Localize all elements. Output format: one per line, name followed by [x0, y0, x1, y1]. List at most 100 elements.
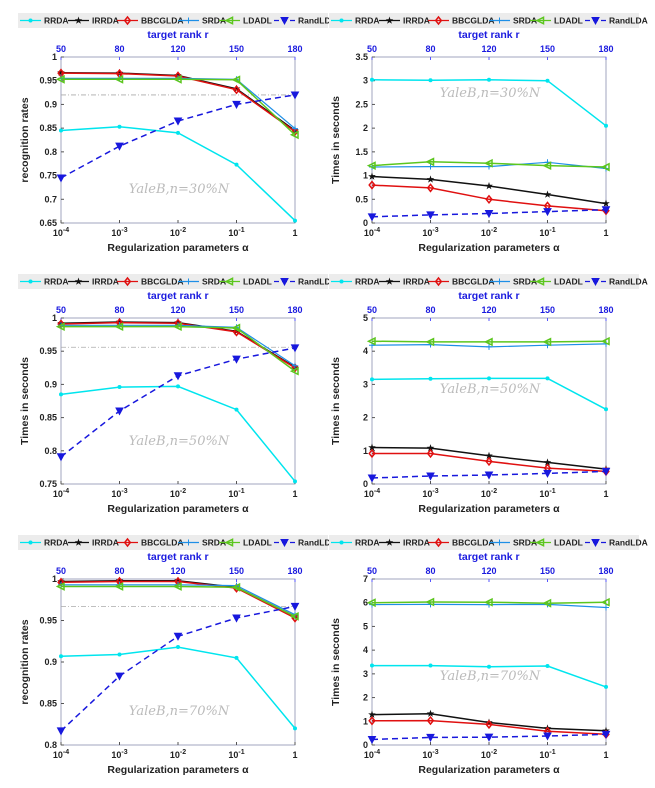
y-tick-label: 3: [363, 379, 368, 389]
bbcglda-marker: [368, 448, 376, 459]
x-tick-label: 10-1: [228, 227, 244, 238]
legend: RRDA IRRDA BBCGLDA SRDA LDADL RandLDA: [18, 535, 337, 550]
series-rrda: [59, 384, 297, 484]
top-tick-label: 50: [367, 305, 377, 315]
y-tick-label: 0.85: [39, 123, 57, 133]
irrda-marker: [385, 277, 394, 285]
srda-marker: [603, 604, 609, 611]
legend-item-rrda: RRDA: [20, 538, 69, 548]
randlda-marker: [232, 100, 241, 109]
top-tick-label: 80: [425, 44, 435, 54]
y-axis-label: Times in seconds: [330, 357, 342, 445]
bbcglda-marker: [485, 719, 493, 730]
x-axis-label: Regularization parameters α: [418, 764, 560, 776]
subplot-6: RRDA IRRDA BBCGLDA SRDA LDADL RandLDA target r…: [329, 535, 648, 776]
series-line: [371, 733, 607, 741]
top-tick-label: 120: [170, 44, 185, 54]
series-ldadl: [366, 597, 610, 608]
irrda-marker: [485, 718, 493, 726]
series-randlda: [367, 206, 611, 222]
ldadl-marker: [289, 366, 299, 376]
legend-label: RRDA: [355, 538, 380, 548]
y-tick-label: 7: [363, 574, 368, 584]
y-tick-label: 2: [363, 123, 368, 133]
y-tick-label: 2: [363, 413, 368, 423]
rrda-marker: [487, 77, 491, 82]
randlda-marker: [426, 472, 435, 481]
randlda-marker: [484, 210, 494, 219]
series-line: [61, 325, 296, 372]
legend-label: SRDA: [202, 277, 226, 287]
rrda-marker: [293, 726, 297, 731]
ldadl-marker: [172, 322, 182, 332]
legend-label: BBCGLDA: [452, 16, 495, 26]
bbcglda-marker: [485, 456, 493, 467]
top-tick-label: 50: [56, 566, 66, 576]
ldadl-marker: [425, 597, 435, 607]
randlda-marker: [280, 539, 289, 548]
series-randlda: [56, 602, 300, 736]
rrda-marker: [117, 385, 122, 390]
top-tick-label: 80: [114, 305, 124, 315]
rrda-marker: [545, 78, 550, 83]
series-line: [60, 94, 296, 179]
ldadl-marker: [172, 582, 182, 591]
legend-label: BBCGLDA: [452, 277, 495, 287]
top-tick-label: 120: [481, 566, 496, 576]
legend-label: RandLDA: [298, 538, 337, 548]
dataset-watermark: YaleB,n=50%N: [440, 382, 541, 397]
series-line: [371, 161, 607, 168]
rrda-marker: [59, 654, 63, 659]
ldadl-marker: [114, 74, 124, 84]
y-tick-label: 0.95: [39, 346, 57, 356]
legend-label: LDADL: [554, 16, 583, 26]
x-tick-label: 10-1: [539, 227, 555, 238]
x-tick-label: 10-1: [539, 749, 555, 760]
series-ldadl: [366, 157, 610, 172]
randlda-marker: [591, 17, 600, 26]
legend-item-irrda: IRRDA: [379, 277, 430, 287]
y-tick-label: 5: [363, 313, 368, 323]
x-tick-label: 10-3: [111, 488, 127, 499]
legend-item-randlda: RandLDA: [274, 538, 337, 548]
bbcglda-marker: [291, 126, 299, 137]
y-tick-label: 0.9: [44, 99, 57, 109]
legend-item-srda: SRDA: [489, 16, 537, 26]
rrda-marker: [176, 645, 180, 650]
legend-label: IRRDA: [92, 16, 119, 26]
y-tick-label: 3.5: [355, 52, 368, 62]
x-axis-label: Regularization parameters α: [418, 242, 560, 254]
ldadl-marker: [483, 597, 493, 607]
randlda-marker: [280, 278, 289, 287]
series-randlda: [56, 344, 300, 462]
series-rrda: [59, 645, 297, 731]
y-tick-label: 1.5: [355, 147, 368, 157]
y-tick-label: 0: [363, 740, 368, 750]
irrda-marker: [232, 84, 241, 92]
ldadl-marker: [535, 16, 545, 25]
rrda-marker: [234, 407, 239, 412]
x-tick-label: 10-3: [422, 227, 438, 238]
y-tick-label: 0.5: [355, 194, 368, 204]
legend-label: RRDA: [44, 538, 69, 548]
bbcglda-marker: [434, 15, 443, 26]
series-rrda: [370, 77, 608, 128]
ldadl-marker: [224, 538, 234, 547]
x-tick-label: 10-2: [481, 749, 497, 760]
top-tick-label: 120: [481, 44, 496, 54]
bbcglda-marker: [291, 363, 299, 373]
legend-item-ldadl: LDADL: [219, 277, 272, 287]
randlda-marker: [173, 632, 183, 641]
legend-item-ldadl: LDADL: [530, 16, 583, 26]
legend-label: IRRDA: [403, 16, 430, 26]
randlda-marker: [367, 474, 377, 483]
rrda-marker: [604, 684, 608, 689]
irrda-marker: [485, 451, 493, 459]
x-tick-label: 10-4: [364, 749, 380, 760]
top-axis-label: target rank r: [458, 29, 519, 41]
y-tick-label: 1: [363, 446, 368, 456]
irrda-marker: [115, 576, 124, 584]
irrda-marker: [368, 172, 376, 180]
randlda-marker: [115, 142, 124, 151]
